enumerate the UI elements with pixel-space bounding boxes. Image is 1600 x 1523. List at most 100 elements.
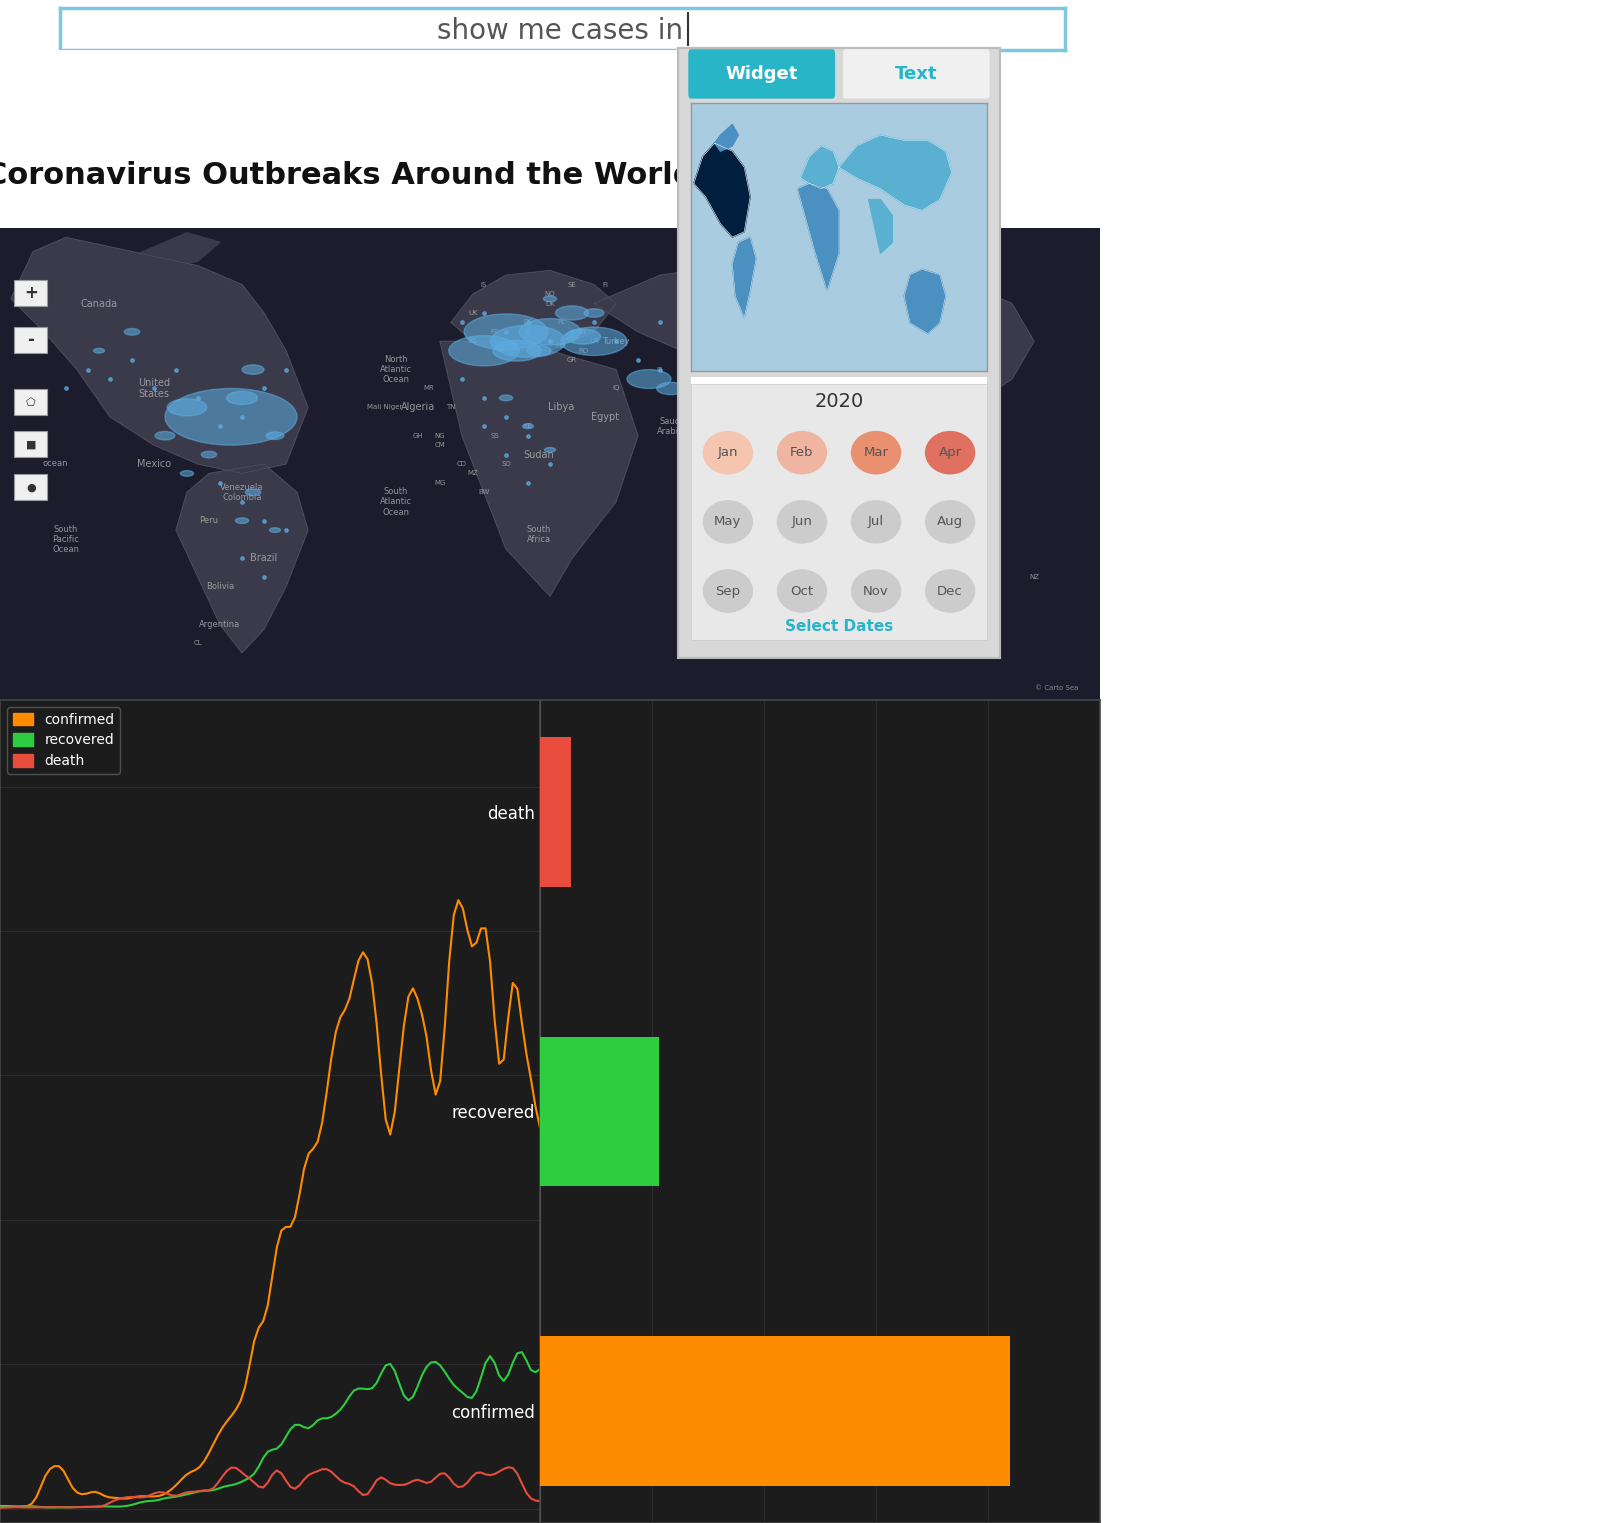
- Point: [450, 311, 475, 335]
- Text: MR: MR: [424, 385, 434, 391]
- Text: FR: FR: [491, 329, 499, 335]
- Point: [470, 414, 496, 439]
- Circle shape: [925, 570, 976, 612]
- Text: Egypt: Egypt: [590, 411, 619, 422]
- Text: UK: UK: [469, 311, 478, 315]
- Circle shape: [227, 391, 258, 405]
- Text: ●: ●: [26, 483, 35, 492]
- Circle shape: [166, 399, 206, 416]
- Point: [890, 556, 915, 580]
- Polygon shape: [733, 238, 757, 318]
- Point: [867, 574, 893, 599]
- Circle shape: [906, 338, 920, 344]
- Circle shape: [464, 314, 547, 350]
- Point: [822, 376, 848, 401]
- Text: Text: Text: [894, 65, 938, 82]
- Legend: confirmed, recovered, death: confirmed, recovered, death: [6, 707, 120, 774]
- Text: Mali Niger: Mali Niger: [368, 405, 403, 410]
- Text: Mar: Mar: [864, 446, 888, 458]
- Text: UA: UA: [589, 338, 598, 344]
- Polygon shape: [594, 265, 1034, 417]
- Text: Argentina: Argentina: [200, 620, 240, 629]
- Text: May: May: [714, 515, 741, 528]
- Text: ES: ES: [469, 338, 477, 344]
- Circle shape: [499, 394, 512, 401]
- Bar: [691, 378, 987, 387]
- Point: [470, 385, 496, 410]
- Bar: [541, 1336, 1011, 1485]
- Text: North
Atlantic
Ocean: North Atlantic Ocean: [381, 355, 413, 384]
- Text: Brazil: Brazil: [250, 553, 278, 564]
- Point: [208, 414, 234, 439]
- Polygon shape: [800, 146, 838, 189]
- Text: Saudi
Arabia: Saudi Arabia: [658, 416, 685, 436]
- Text: BW: BW: [478, 489, 490, 495]
- Circle shape: [851, 570, 901, 612]
- Point: [75, 358, 101, 382]
- Point: [229, 489, 254, 513]
- Bar: [541, 1037, 659, 1186]
- Point: [691, 358, 717, 382]
- Text: GH: GH: [413, 433, 424, 439]
- Point: [978, 329, 1003, 353]
- Circle shape: [893, 582, 912, 591]
- Circle shape: [235, 518, 248, 524]
- Text: Mexico: Mexico: [138, 458, 171, 469]
- Circle shape: [656, 382, 685, 394]
- Point: [955, 311, 981, 335]
- Circle shape: [202, 451, 216, 458]
- Polygon shape: [904, 270, 946, 334]
- Circle shape: [523, 423, 533, 428]
- Text: CN: CN: [776, 347, 786, 353]
- Text: Bolivia: Bolivia: [206, 582, 234, 591]
- Text: PL: PL: [557, 320, 565, 326]
- Point: [251, 376, 277, 401]
- Text: SO: SO: [501, 461, 510, 468]
- Circle shape: [851, 431, 901, 475]
- Circle shape: [776, 431, 827, 475]
- Point: [890, 603, 915, 627]
- Text: Aug: Aug: [938, 515, 963, 528]
- Polygon shape: [440, 341, 638, 595]
- Text: Jun: Jun: [792, 515, 813, 528]
- Circle shape: [747, 402, 771, 413]
- Point: [98, 367, 123, 391]
- Text: South
Pacific
Ocean: South Pacific Ocean: [53, 524, 80, 554]
- Text: Widget: Widget: [725, 65, 798, 82]
- Polygon shape: [694, 143, 750, 238]
- Point: [515, 423, 541, 448]
- Text: 2020: 2020: [814, 391, 864, 411]
- Text: Venezuela
Colombia: Venezuela Colombia: [221, 483, 264, 503]
- Circle shape: [918, 603, 930, 608]
- Circle shape: [544, 448, 555, 452]
- Circle shape: [181, 471, 194, 477]
- Text: IR: IR: [656, 367, 664, 373]
- Text: South
Africa: South Africa: [526, 525, 550, 545]
- Text: Select Dates: Select Dates: [786, 620, 893, 635]
- Point: [515, 311, 541, 335]
- Point: [933, 565, 958, 589]
- Point: [714, 347, 739, 372]
- Circle shape: [925, 431, 976, 475]
- Circle shape: [627, 370, 670, 388]
- Point: [274, 358, 299, 382]
- FancyBboxPatch shape: [14, 474, 48, 500]
- Text: IQ: IQ: [613, 385, 619, 391]
- Polygon shape: [838, 136, 952, 210]
- Text: Jul: Jul: [867, 515, 885, 528]
- Polygon shape: [451, 271, 616, 350]
- Text: SE: SE: [568, 282, 576, 288]
- Text: NG: NG: [435, 433, 445, 439]
- Point: [802, 358, 827, 382]
- Circle shape: [702, 500, 754, 544]
- Point: [493, 405, 518, 429]
- Point: [912, 338, 938, 362]
- Point: [450, 367, 475, 391]
- Circle shape: [242, 366, 264, 375]
- Bar: [541, 737, 571, 886]
- Polygon shape: [11, 238, 309, 474]
- Circle shape: [702, 431, 754, 475]
- Text: United
States: United States: [138, 378, 170, 399]
- Text: Sudan: Sudan: [523, 449, 554, 460]
- Circle shape: [826, 366, 846, 373]
